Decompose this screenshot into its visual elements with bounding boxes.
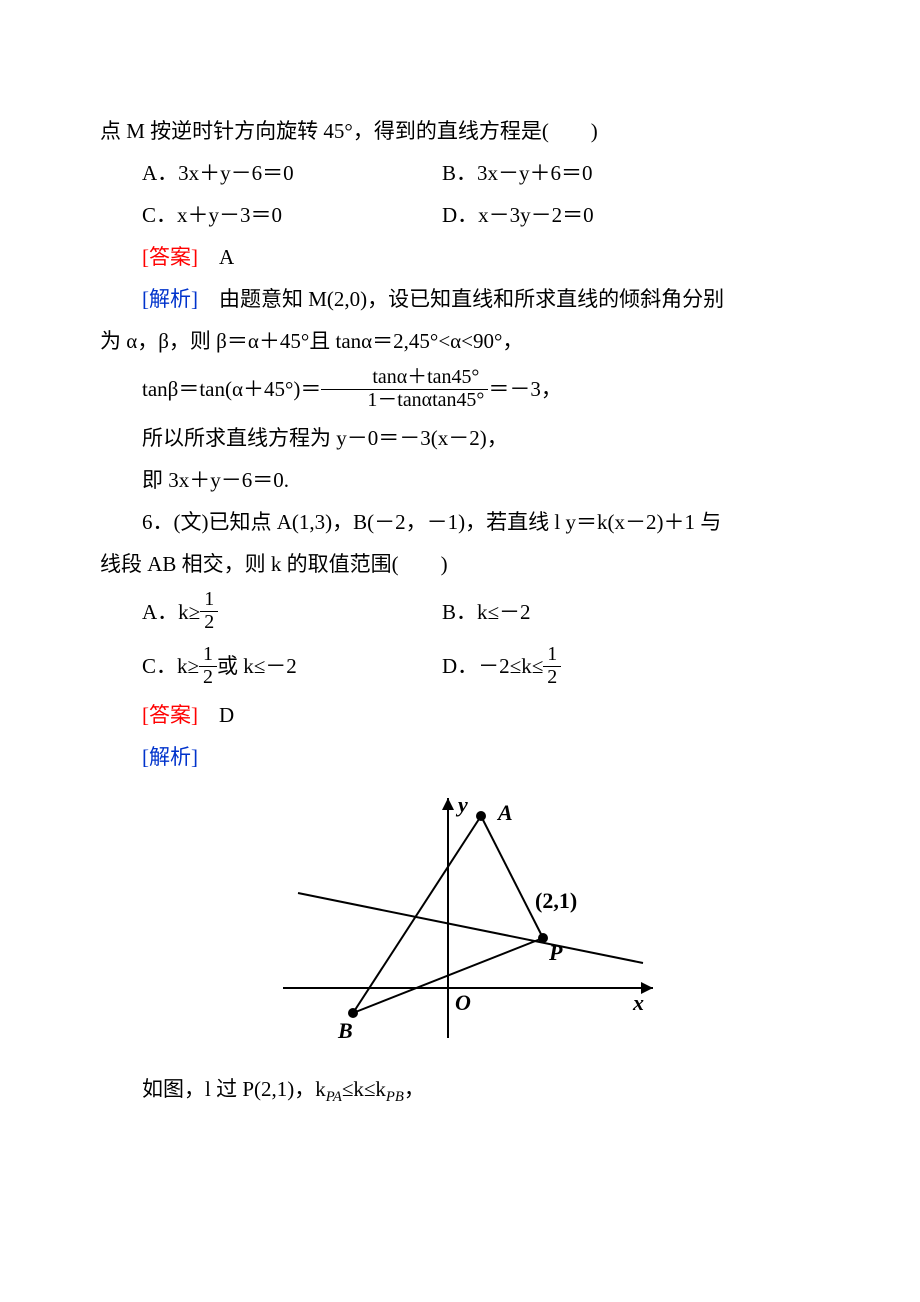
point-a	[476, 811, 486, 821]
subscript: PA	[326, 1089, 342, 1105]
q5-answer: [答案] A	[100, 236, 825, 278]
text: 所以所求直线方程为 y－0＝－3(x－2)，	[142, 426, 508, 450]
answer-label: [答案]	[142, 245, 198, 269]
q6-options-row1: A．k≥12 B．k≤－2	[100, 585, 825, 640]
text: ，	[404, 1077, 425, 1101]
seg-ba	[353, 816, 481, 1013]
text: A．3x＋y－6＝0	[142, 161, 294, 185]
q5-analysis-l4: 即 3x＋y－6＝0.	[100, 459, 825, 501]
q6-line1: 6．(文)已知点 A(1,3)，B(－2，－1)，若直线 l y＝k(x－2)＋…	[100, 501, 825, 543]
frac-den: 2	[543, 666, 561, 689]
opt-d: D．x－3y－2＝0	[442, 194, 825, 236]
q5-analysis-tanline: tanβ＝tan(α＋45°)＝tanα＋tan45°1－tanαtan45°＝…	[100, 362, 825, 417]
analysis-label: [解析]	[142, 287, 198, 311]
label-x: x	[632, 990, 644, 1015]
q6-answer: [答案] D	[100, 694, 825, 736]
point-p	[538, 933, 548, 943]
q5-options-row2: C．x＋y－3＝0 D．x－3y－2＝0	[100, 194, 825, 236]
label-b: B	[337, 1018, 353, 1043]
label-y: y	[455, 792, 468, 817]
text: 如图，l 过 P(2,1)，k	[142, 1077, 326, 1101]
frac-num: 1	[200, 589, 218, 611]
line-l	[298, 893, 643, 963]
text: C．k≥	[142, 654, 199, 678]
y-arrow-icon	[442, 798, 454, 810]
text: ＝－3，	[488, 377, 562, 401]
label-p: P	[548, 940, 563, 965]
q5-options-row1: A．3x＋y－6＝0 B．3x－y＋6＝0	[100, 152, 825, 194]
q6-after-fig: 如图，l 过 P(2,1)，kPA≤k≤kPB，	[100, 1068, 825, 1113]
answer-label: [答案]	[142, 703, 198, 727]
opt-b: B．3x－y＋6＝0	[442, 152, 825, 194]
answer-value: D	[198, 703, 234, 727]
frac-den: 2	[200, 611, 218, 634]
text: 即 3x＋y－6＝0.	[142, 468, 289, 492]
frac-num: tanα＋tan45°	[321, 367, 488, 389]
q6-options-row2: C．k≥12或 k≤－2 D．－2≤k≤12	[100, 639, 825, 694]
text: ≤k≤k	[342, 1077, 386, 1101]
fraction: tanα＋tan45°1－tanαtan45°	[321, 367, 488, 412]
subscript: PB	[386, 1089, 404, 1105]
seg-ap	[481, 816, 543, 938]
fraction: 12	[200, 589, 218, 634]
text: C．x＋y－3＝0	[142, 203, 282, 227]
opt-d: D．－2≤k≤12	[442, 639, 825, 694]
text: 为 α，β，则 β＝α＋45°且 tanα＝2,45°<α<90°，	[100, 329, 523, 353]
text: 6．(文)已知点 A(1,3)，B(－2，－1)，若直线 l y＝k(x－2)＋…	[142, 510, 721, 534]
text: 由题意知 M(2,0)，设已知直线和所求直线的倾斜角分别	[198, 287, 724, 311]
text: tanβ＝tan(α＋45°)＝	[142, 377, 321, 401]
text: B．k≤－2	[442, 600, 531, 624]
q5-analysis-l3: 所以所求直线方程为 y－0＝－3(x－2)，	[100, 417, 825, 459]
text: D．－2≤k≤	[442, 654, 543, 678]
frac-num: 1	[543, 644, 561, 666]
frac-den: 1－tanαtan45°	[321, 389, 488, 412]
text: 或 k≤－2	[217, 654, 297, 678]
diagram-svg: y A (2,1) P x O B	[253, 788, 673, 1048]
opt-a: A．3x＋y－6＝0	[142, 152, 442, 194]
text: 点 M 按逆时针方向旋转 45°，得到的直线方程是( )	[100, 119, 598, 143]
opt-c: C．k≥12或 k≤－2	[142, 639, 442, 694]
answer-value: A	[198, 245, 234, 269]
q6-analysis-label: [解析]	[100, 736, 825, 778]
q5-analysis-l1b: 为 α，β，则 β＝α＋45°且 tanα＝2,45°<α<90°，	[100, 320, 825, 362]
point-b	[348, 1008, 358, 1018]
fraction: 12	[199, 644, 217, 689]
frac-den: 2	[199, 666, 217, 689]
label-pt: (2,1)	[535, 888, 577, 913]
label-o: O	[455, 990, 471, 1015]
opt-a: A．k≥12	[142, 585, 442, 640]
opt-b: B．k≤－2	[442, 585, 825, 640]
frac-num: 1	[199, 644, 217, 666]
q6-line2: 线段 AB 相交，则 k 的取值范围( )	[100, 543, 825, 585]
opt-c: C．x＋y－3＝0	[142, 194, 442, 236]
text: D．x－3y－2＝0	[442, 203, 594, 227]
fraction: 12	[543, 644, 561, 689]
label-a: A	[496, 800, 513, 825]
text: 线段 AB 相交，则 k 的取值范围( )	[100, 552, 448, 576]
q6-figure: y A (2,1) P x O B	[100, 788, 825, 1062]
analysis-label: [解析]	[142, 745, 198, 769]
q5-cont: 点 M 按逆时针方向旋转 45°，得到的直线方程是( )	[100, 110, 825, 152]
q5-analysis-l1: [解析] 由题意知 M(2,0)，设已知直线和所求直线的倾斜角分别	[100, 278, 825, 320]
text: A．k≥	[142, 600, 200, 624]
text: B．3x－y＋6＝0	[442, 161, 593, 185]
